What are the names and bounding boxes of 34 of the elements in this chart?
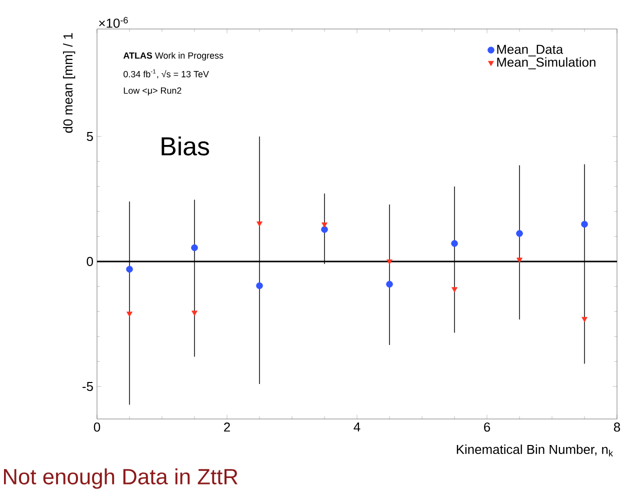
annotation: Low <μ> Run2 xyxy=(124,87,182,96)
point xyxy=(451,240,458,247)
point xyxy=(191,244,198,252)
y-axis-title: d0 mean [mm] / 1 xyxy=(63,33,76,133)
point xyxy=(386,280,393,288)
y-tick-label: -5 xyxy=(82,382,93,392)
point xyxy=(516,230,523,237)
y-tick-label: 5 xyxy=(86,132,93,142)
annotation: ATLAS Work in Progress xyxy=(123,52,224,60)
text: Not enough Data in ZttR xyxy=(4,468,238,489)
point xyxy=(256,282,263,290)
point xyxy=(192,310,198,316)
y-tick-label: 0 xyxy=(86,256,93,266)
point xyxy=(386,259,392,265)
point xyxy=(321,226,328,233)
x-tick-label: 0 xyxy=(94,422,100,432)
x-tick-label: 6 xyxy=(484,422,490,432)
x-tick-label: 4 xyxy=(354,422,360,432)
point xyxy=(256,221,262,227)
point xyxy=(126,312,132,317)
point xyxy=(581,220,588,228)
x-tick-label: 2 xyxy=(224,422,230,432)
point xyxy=(452,287,458,292)
legend-label: Mean_Simulation xyxy=(497,57,596,70)
annotation: Bias xyxy=(162,136,210,156)
point xyxy=(516,258,522,263)
x-axis-title: Kinematical Bin Number, n$_{k}$ xyxy=(456,444,613,456)
point xyxy=(582,316,588,322)
text: ×10$^{-6}$ xyxy=(99,17,128,28)
point xyxy=(322,222,328,228)
point xyxy=(126,266,133,273)
legend-label: Mean_Data xyxy=(497,44,564,56)
x-tick-label: 8 xyxy=(614,422,620,432)
annotation: 0.34 fb$^{-1}$, √s = 13 TeV xyxy=(124,69,209,78)
